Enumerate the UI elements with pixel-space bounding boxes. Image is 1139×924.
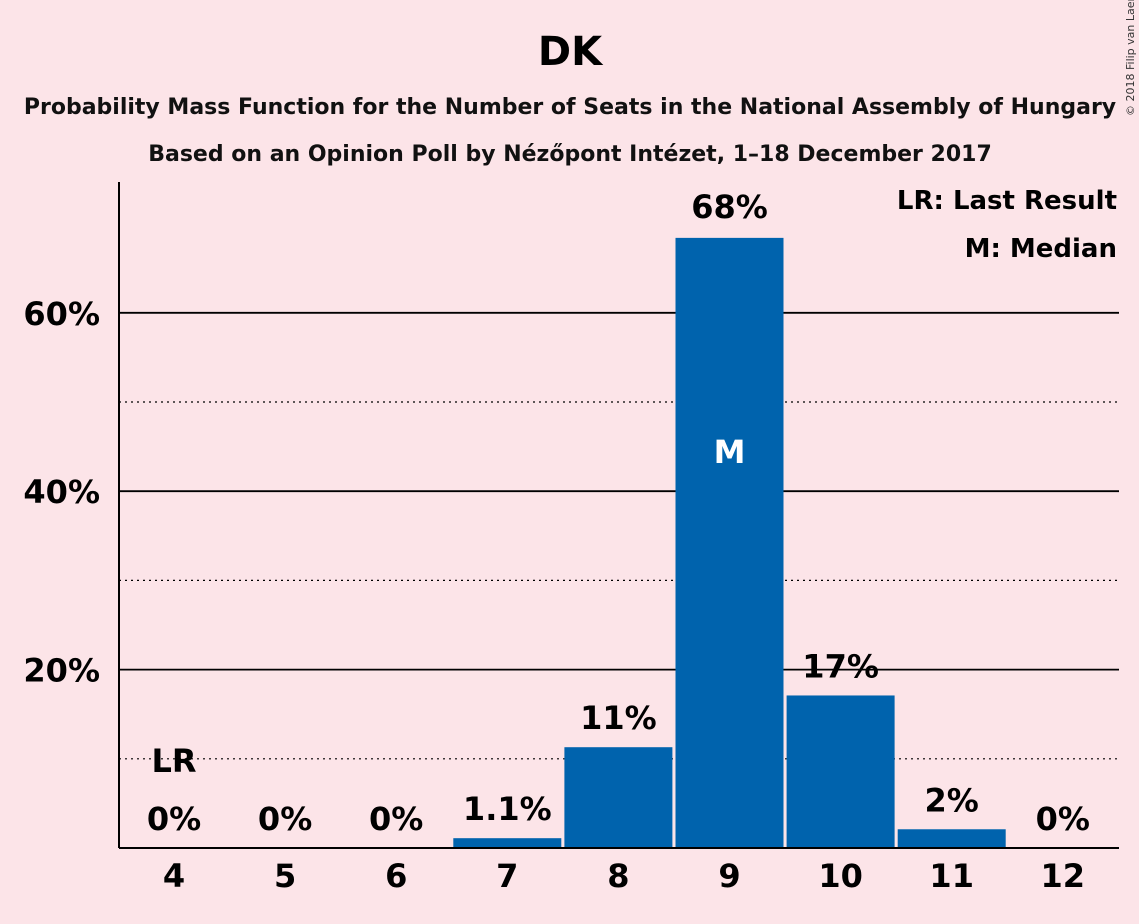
legend-median: M: Median [965,234,1117,264]
data-label: 2% [925,781,979,819]
bar [675,237,784,848]
x-tick-label: 12 [1041,857,1086,895]
legend-last-result: LR: Last Result [897,186,1117,216]
x-tick-label: 8 [607,857,629,895]
data-label: 17% [802,647,879,685]
data-label: 0% [1036,800,1090,838]
copyright-text: © 2018 Filip van Laenen [1124,0,1137,116]
chart-subtitle-1: Probability Mass Function for the Number… [24,95,1116,120]
x-tick-label: 9 [718,857,740,895]
x-tick-label: 11 [929,857,974,895]
bar [564,747,673,848]
chart-title: DK [538,29,604,75]
chart-subtitle-2: Based on an Opinion Poll by Nézőpont Int… [148,142,992,167]
bar [786,695,895,848]
y-axis-ticks: 20% 40% 60% [23,295,100,690]
data-label: 0% [258,800,312,838]
last-result-marker: LR [151,742,196,780]
bar [897,829,1006,848]
bars [453,237,1006,848]
gridlines [119,311,1119,760]
data-label: 11% [580,699,657,737]
x-tick-label: 5 [274,857,296,895]
x-tick-label: 10 [818,857,863,895]
x-tick-label: 6 [385,857,407,895]
data-label: 0% [147,800,201,838]
data-label: 68% [691,188,768,226]
median-marker: M [714,433,746,471]
data-label: 0% [369,800,423,838]
data-labels: 0% LR 0% 0% 1.1% 11% 68% M 17% 2% 0% [147,188,1090,838]
y-tick-label: 60% [23,295,100,333]
y-tick-label: 20% [23,652,100,690]
bar [453,838,562,848]
x-tick-label: 4 [163,857,185,895]
x-tick-label: 7 [496,857,518,895]
data-label: 1.1% [463,790,552,828]
y-tick-label: 40% [23,473,100,511]
x-axis-ticks: 4 5 6 7 8 9 10 11 12 [163,857,1085,895]
